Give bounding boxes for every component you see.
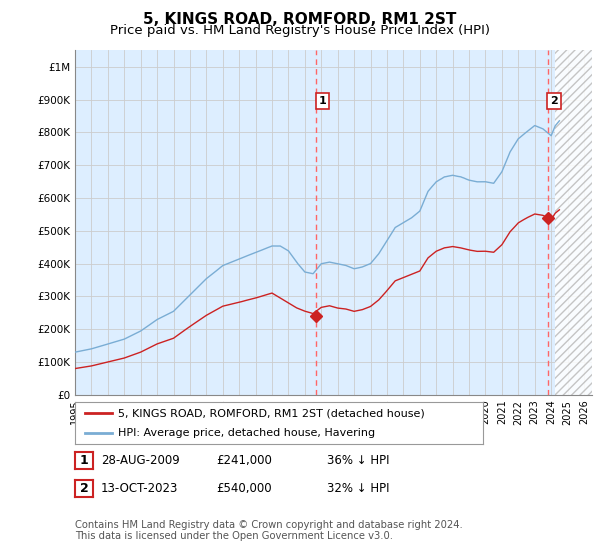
Text: Contains HM Land Registry data © Crown copyright and database right 2024.
This d: Contains HM Land Registry data © Crown c… — [75, 520, 463, 542]
Text: £241,000: £241,000 — [216, 454, 272, 467]
Text: 1: 1 — [319, 96, 326, 106]
Text: 5, KINGS ROAD, ROMFORD, RM1 2ST: 5, KINGS ROAD, ROMFORD, RM1 2ST — [143, 12, 457, 27]
Text: 2: 2 — [80, 482, 88, 496]
Text: £540,000: £540,000 — [216, 482, 272, 496]
Text: HPI: Average price, detached house, Havering: HPI: Average price, detached house, Have… — [118, 428, 375, 438]
Text: 1: 1 — [80, 454, 88, 467]
Text: Price paid vs. HM Land Registry's House Price Index (HPI): Price paid vs. HM Land Registry's House … — [110, 24, 490, 37]
Bar — [555, 34, 592, 395]
Text: 28-AUG-2009: 28-AUG-2009 — [101, 454, 179, 467]
Text: 32% ↓ HPI: 32% ↓ HPI — [327, 482, 389, 496]
Text: 5, KINGS ROAD, ROMFORD, RM1 2ST (detached house): 5, KINGS ROAD, ROMFORD, RM1 2ST (detache… — [118, 408, 425, 418]
Text: 36% ↓ HPI: 36% ↓ HPI — [327, 454, 389, 467]
Text: 2: 2 — [550, 96, 558, 106]
Text: 13-OCT-2023: 13-OCT-2023 — [101, 482, 178, 496]
